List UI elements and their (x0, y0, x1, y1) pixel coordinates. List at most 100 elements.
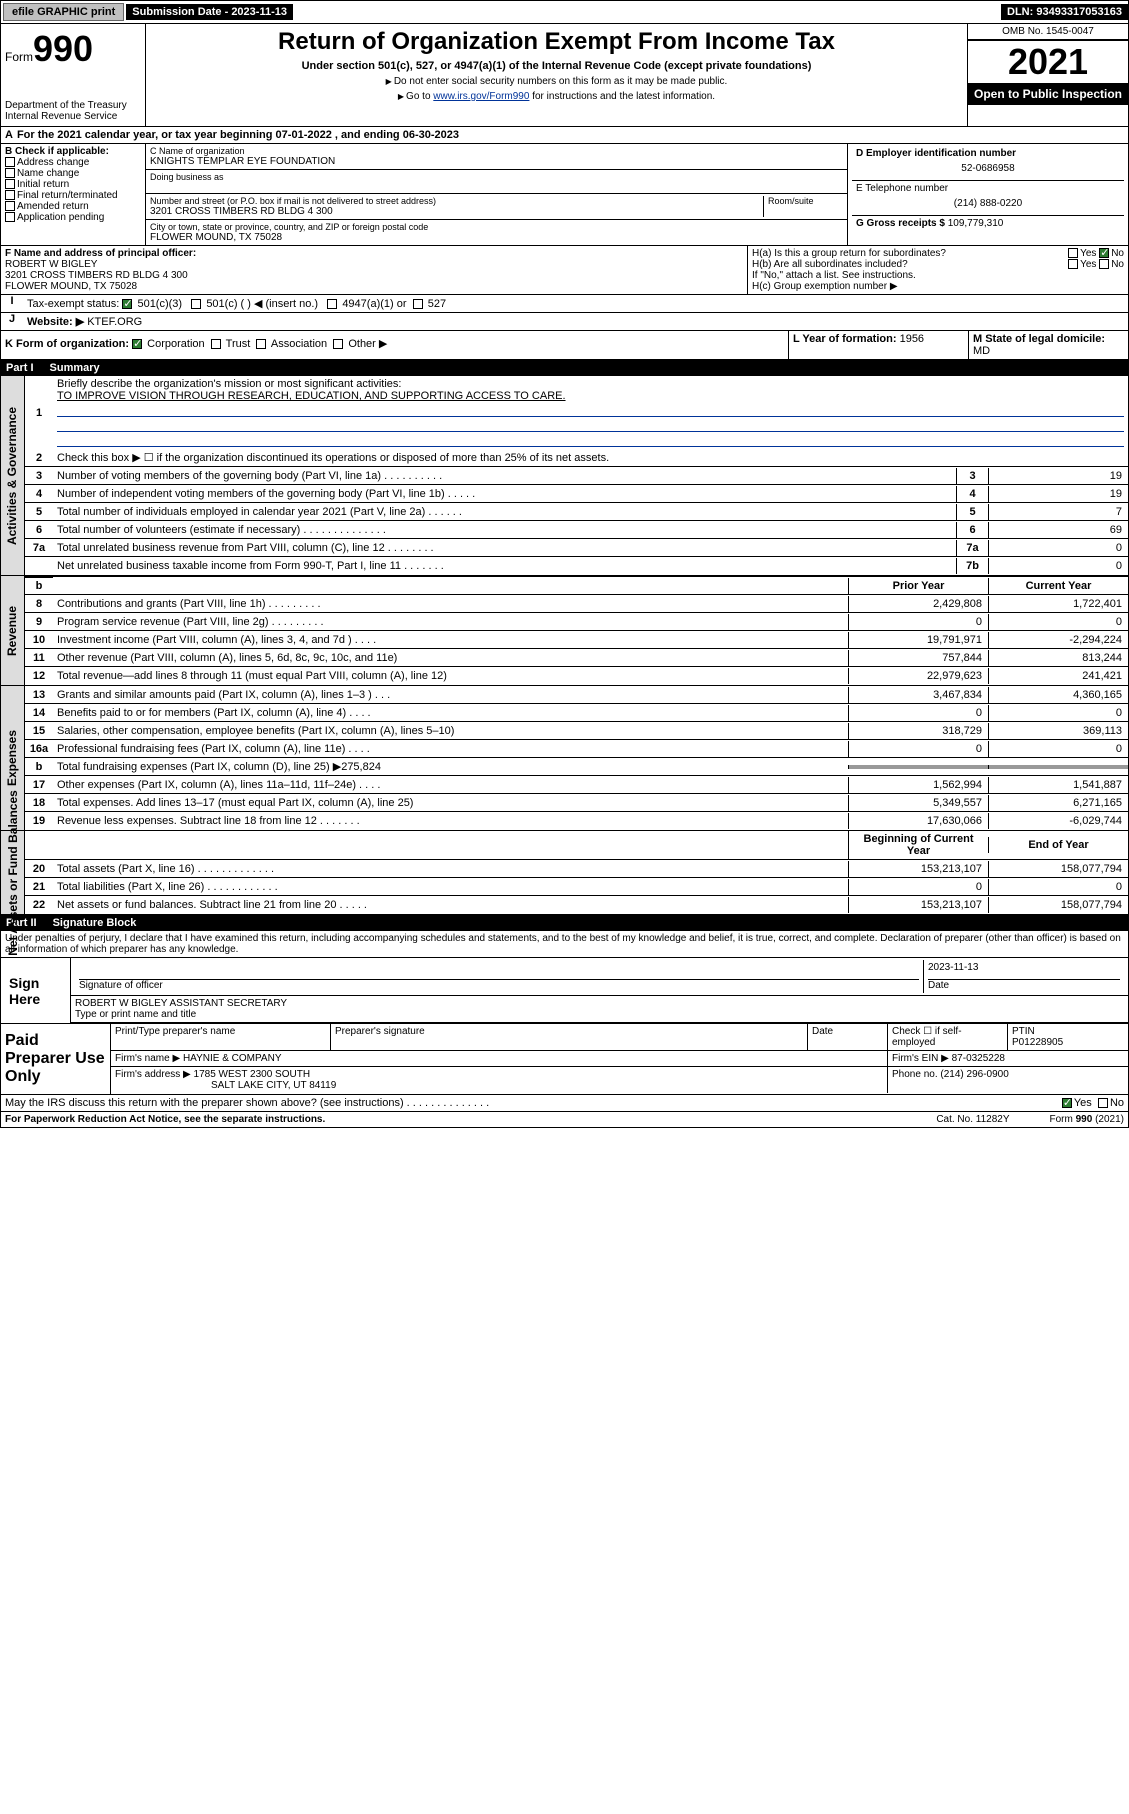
ein-label: D Employer identification number (856, 148, 1120, 159)
org-address: 3201 CROSS TIMBERS RD BLDG 4 300 (150, 206, 763, 217)
form-number: Form990 (5, 28, 141, 70)
check-corp[interactable] (132, 339, 142, 349)
sig-date: 2023-11-13 (928, 962, 1120, 980)
expenses-section: Expenses 13Grants and similar amounts pa… (0, 686, 1129, 831)
submission-date: Submission Date - 2023-11-13 (126, 4, 293, 20)
form-header: Form990 Department of the Treasury Inter… (0, 24, 1129, 127)
prep-sig-label: Preparer's signature (331, 1024, 808, 1050)
officer-group-block: F Name and address of principal officer:… (0, 246, 1129, 295)
firm-ein: 87-0325228 (952, 1053, 1005, 1064)
summary-line: 22Net assets or fund balances. Subtract … (25, 896, 1128, 914)
addr-label: Number and street (or P.O. box if mail i… (150, 196, 763, 206)
check-initial[interactable]: Initial return (5, 179, 141, 190)
phone-label: E Telephone number (856, 183, 1120, 194)
check-final[interactable]: Final return/terminated (5, 190, 141, 201)
check-amended[interactable]: Amended return (5, 201, 141, 212)
check-527[interactable] (413, 299, 423, 309)
tax-status-row: I Tax-exempt status: 501(c)(3) 501(c) ( … (0, 295, 1129, 313)
sig-officer-label: Signature of officer (79, 980, 919, 991)
summary-line: bTotal fundraising expenses (Part IX, co… (25, 758, 1128, 776)
group-exemption: H(c) Group exemption number ▶ (752, 281, 1124, 292)
part1-header: Part ISummary (0, 360, 1129, 376)
phone-value: (214) 888-0220 (856, 194, 1120, 213)
gross-label: G Gross receipts $ (856, 218, 945, 229)
preparer-block: Paid Preparer Use Only Print/Type prepar… (0, 1024, 1129, 1095)
firm-addr1: 1785 WEST 2300 SOUTH (194, 1069, 311, 1080)
discuss-row: May the IRS discuss this return with the… (0, 1095, 1129, 1112)
paperwork-notice: For Paperwork Reduction Act Notice, see … (5, 1114, 325, 1125)
efile-print-button[interactable]: efile GRAPHIC print (3, 3, 124, 21)
ein-value: 52-0686958 (856, 159, 1120, 178)
summary-line: 16aProfessional fundraising fees (Part I… (25, 740, 1128, 758)
prior-year-hdr: Prior Year (848, 578, 988, 594)
officer-label: F Name and address of principal officer: (5, 248, 743, 259)
room-label: Room/suite (768, 196, 843, 206)
summary-line: 4Number of independent voting members of… (25, 485, 1128, 503)
prep-date-label: Date (808, 1024, 888, 1050)
form-title: Return of Organization Exempt From Incom… (150, 28, 963, 56)
top-bar: efile GRAPHIC print Submission Date - 20… (0, 0, 1129, 24)
city-label: City or town, state or province, country… (150, 222, 843, 232)
mission-text: TO IMPROVE VISION THROUGH RESEARCH, EDUC… (57, 390, 566, 402)
firm-name: HAYNIE & COMPANY (183, 1053, 282, 1064)
group-return-row: H(a) Is this a group return for subordin… (752, 248, 1124, 259)
summary-line: 6Total number of volunteers (estimate if… (25, 521, 1128, 539)
domicile-state: MD (973, 345, 990, 357)
summary-line: 11Other revenue (Part VIII, column (A), … (25, 649, 1128, 667)
omb-number: OMB No. 1545-0047 (968, 24, 1128, 40)
summary-line: 9Program service revenue (Part VIII, lin… (25, 613, 1128, 631)
begin-year-hdr: Beginning of Current Year (848, 831, 988, 859)
check-name[interactable]: Name change (5, 168, 141, 179)
summary-line: 13Grants and similar amounts paid (Part … (25, 686, 1128, 704)
org-city: FLOWER MOUND, TX 75028 (150, 232, 843, 243)
dept-label: Department of the Treasury (5, 100, 141, 111)
net-tab: Net Assets or Fund Balances (6, 790, 20, 956)
org-name-label: C Name of organization (150, 146, 843, 156)
prep-name-label: Print/Type preparer's name (111, 1024, 331, 1050)
discuss-yes[interactable] (1062, 1098, 1072, 1108)
check-address[interactable]: Address change (5, 157, 141, 168)
org-form-row: K Form of organization: Corporation Trus… (0, 331, 1129, 360)
firm-phone: (214) 296-0900 (940, 1069, 1008, 1080)
officer-name: ROBERT W BIGLEY (5, 259, 743, 270)
check-trust[interactable] (211, 339, 221, 349)
irs-label: Internal Revenue Service (5, 111, 141, 122)
prep-selfemp[interactable]: Check ☐ if self-employed (888, 1024, 1008, 1050)
check-501c[interactable] (191, 299, 201, 309)
year-formation: 1956 (900, 333, 924, 345)
officer-city: FLOWER MOUND, TX 75028 (5, 281, 743, 292)
irs-link[interactable]: www.irs.gov/Form990 (433, 91, 529, 102)
check-4947[interactable] (327, 299, 337, 309)
check-501c3[interactable] (122, 299, 132, 309)
org-name: KNIGHTS TEMPLAR EYE FOUNDATION (150, 156, 843, 167)
part2-header: Part IISignature Block (0, 915, 1129, 931)
end-year-hdr: End of Year (988, 837, 1128, 853)
discuss-no[interactable] (1098, 1098, 1108, 1108)
check-assoc[interactable] (256, 339, 266, 349)
signature-block: Sign Here Signature of officer 2023-11-1… (0, 958, 1129, 1024)
dln-number: DLN: 93493317053163 (1001, 4, 1128, 20)
tax-year: 2021 (968, 40, 1128, 83)
ptin-value: P01228905 (1012, 1037, 1063, 1048)
line2-text: Check this box ▶ ☐ if the organization d… (53, 449, 1128, 466)
website-row: J Website: ▶ KTEF.ORG (0, 313, 1129, 331)
summary-line: 5Total number of individuals employed in… (25, 503, 1128, 521)
exp-tab: Expenses (6, 730, 20, 786)
officer-addr: 3201 CROSS TIMBERS RD BLDG 4 300 (5, 270, 743, 281)
box-b-label: B Check if applicable: (5, 146, 141, 157)
summary-line: 21Total liabilities (Part X, line 26) . … (25, 878, 1128, 896)
netassets-section: Net Assets or Fund Balances Beginning of… (0, 831, 1129, 915)
check-other[interactable] (333, 339, 343, 349)
subordinates-row: H(b) Are all subordinates included? Yes … (752, 259, 1124, 270)
summary-line: 19Revenue less expenses. Subtract line 1… (25, 812, 1128, 830)
officer-printed-name: ROBERT W BIGLEY ASSISTANT SECRETARY (75, 998, 1124, 1009)
summary-line: 18Total expenses. Add lines 13–17 (must … (25, 794, 1128, 812)
mission-label: Briefly describe the organization's miss… (57, 378, 401, 390)
summary-line: 12Total revenue—add lines 8 through 11 (… (25, 667, 1128, 685)
governance-section: Activities & Governance 1 Briefly descri… (0, 376, 1129, 576)
form-subtitle: Under section 501(c), 527, or 4947(a)(1)… (150, 60, 963, 72)
form-note1: Do not enter social security numbers on … (150, 76, 963, 87)
page-footer: For Paperwork Reduction Act Notice, see … (0, 1112, 1129, 1128)
check-pending[interactable]: Application pending (5, 212, 141, 223)
sig-date-label: Date (928, 980, 1120, 991)
